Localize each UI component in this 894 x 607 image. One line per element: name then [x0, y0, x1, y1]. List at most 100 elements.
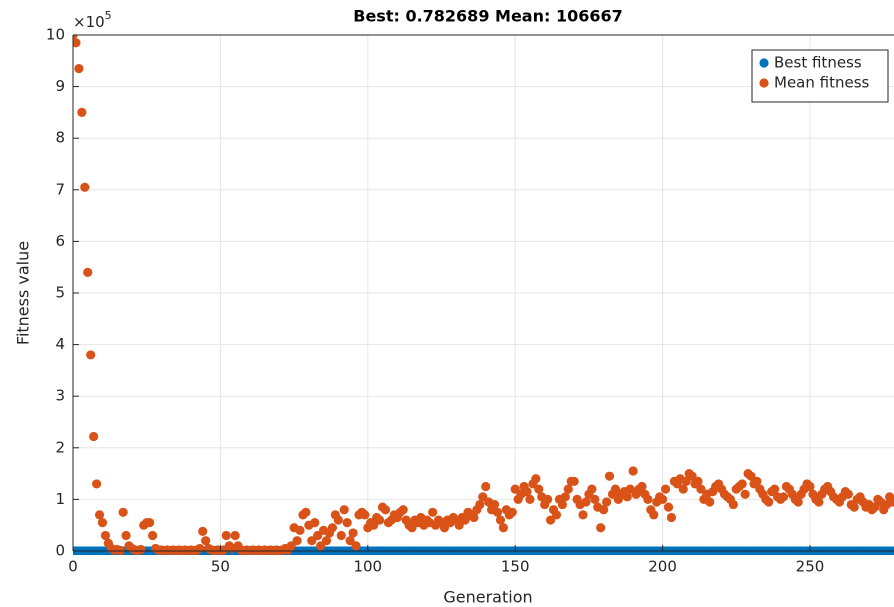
data-point — [628, 466, 638, 476]
data-point — [604, 471, 615, 481]
data-point — [201, 536, 211, 546]
data-point — [596, 523, 606, 533]
multiplier-base: ×10 — [73, 13, 105, 31]
data-point — [495, 515, 506, 525]
data-point — [91, 479, 102, 489]
data-point — [0, 546, 5, 555]
data-point — [737, 479, 747, 489]
data-point — [534, 484, 544, 494]
y-tick-label: 4 — [55, 335, 65, 353]
data-point — [507, 507, 517, 517]
data-point — [637, 481, 647, 492]
data-point — [428, 507, 438, 517]
data-point — [581, 497, 591, 507]
data-point — [557, 499, 567, 510]
data-point — [764, 497, 774, 507]
data-point — [590, 494, 600, 504]
data-point — [666, 512, 677, 523]
data-point — [849, 502, 859, 512]
data-point — [198, 526, 208, 536]
data-point — [563, 484, 573, 494]
data-point — [321, 536, 332, 546]
data-point — [89, 431, 99, 442]
x-tick-label: 0 — [68, 558, 78, 576]
data-point — [351, 541, 361, 551]
data-point — [348, 528, 358, 538]
data-point — [83, 267, 93, 277]
legend-label: Best fitness — [774, 54, 862, 72]
y-tick-label: 7 — [55, 180, 65, 198]
legend-box — [751, 49, 889, 103]
data-point — [147, 530, 158, 541]
data-point — [601, 497, 612, 507]
data-point — [543, 494, 553, 504]
data-point — [805, 481, 815, 492]
data-point — [778, 492, 789, 502]
data-point — [658, 494, 668, 504]
x-tick-label: 150 — [501, 558, 530, 576]
data-point — [0, 546, 5, 555]
y-tick-label: 0 — [55, 542, 65, 560]
y-tick-label: 1 — [55, 490, 65, 508]
y-multiplier: ×105 — [73, 9, 112, 31]
data-point — [292, 536, 302, 546]
data-point — [342, 518, 352, 528]
data-point — [740, 489, 750, 499]
data-point — [86, 350, 96, 360]
data-point — [380, 505, 391, 515]
data-point — [221, 530, 231, 541]
data-point — [728, 499, 738, 510]
data-point — [195, 543, 205, 554]
data-point — [793, 497, 803, 507]
data-point — [310, 518, 320, 528]
data-point — [327, 523, 338, 533]
data-point — [752, 476, 762, 486]
data-point — [360, 510, 370, 520]
x-tick-label: 50 — [211, 558, 230, 576]
data-point — [0, 546, 5, 555]
data-point — [622, 492, 632, 502]
data-point — [77, 107, 87, 117]
data-point — [336, 530, 346, 541]
y-tick-label: 8 — [55, 129, 65, 147]
data-point — [678, 484, 688, 494]
x-tick-label: 250 — [796, 558, 825, 576]
y-tick-label: 10 — [46, 26, 65, 44]
x-axis-label: Generation — [443, 588, 532, 607]
data-point — [469, 512, 479, 523]
legend-marker — [759, 78, 769, 88]
data-point — [0, 546, 5, 555]
data-point — [492, 507, 503, 517]
data-point — [136, 544, 146, 555]
y-tick-label: 5 — [55, 284, 65, 302]
data-point — [587, 484, 597, 494]
data-point — [74, 63, 84, 74]
data-point — [301, 507, 311, 517]
data-point — [475, 499, 485, 510]
data-point — [887, 497, 894, 507]
data-point — [481, 481, 491, 492]
multiplier-exponent: 5 — [105, 9, 112, 22]
legend-label: Mean fitness — [774, 74, 870, 92]
data-point — [398, 505, 408, 515]
y-tick-label: 2 — [55, 438, 65, 456]
data-point — [569, 476, 579, 486]
data-point — [0, 546, 5, 555]
data-point — [295, 525, 305, 535]
data-point — [660, 484, 671, 494]
data-point — [73, 38, 81, 48]
legend-marker — [759, 58, 769, 68]
data-point — [663, 502, 674, 512]
data-point — [498, 523, 509, 533]
data-point — [814, 497, 824, 507]
data-point — [531, 474, 541, 484]
data-point — [80, 182, 90, 192]
data-point — [100, 530, 111, 541]
data-point — [599, 505, 609, 515]
data-point — [560, 492, 570, 502]
data-point — [230, 530, 240, 541]
data-point — [525, 494, 535, 504]
data-point — [578, 510, 588, 520]
